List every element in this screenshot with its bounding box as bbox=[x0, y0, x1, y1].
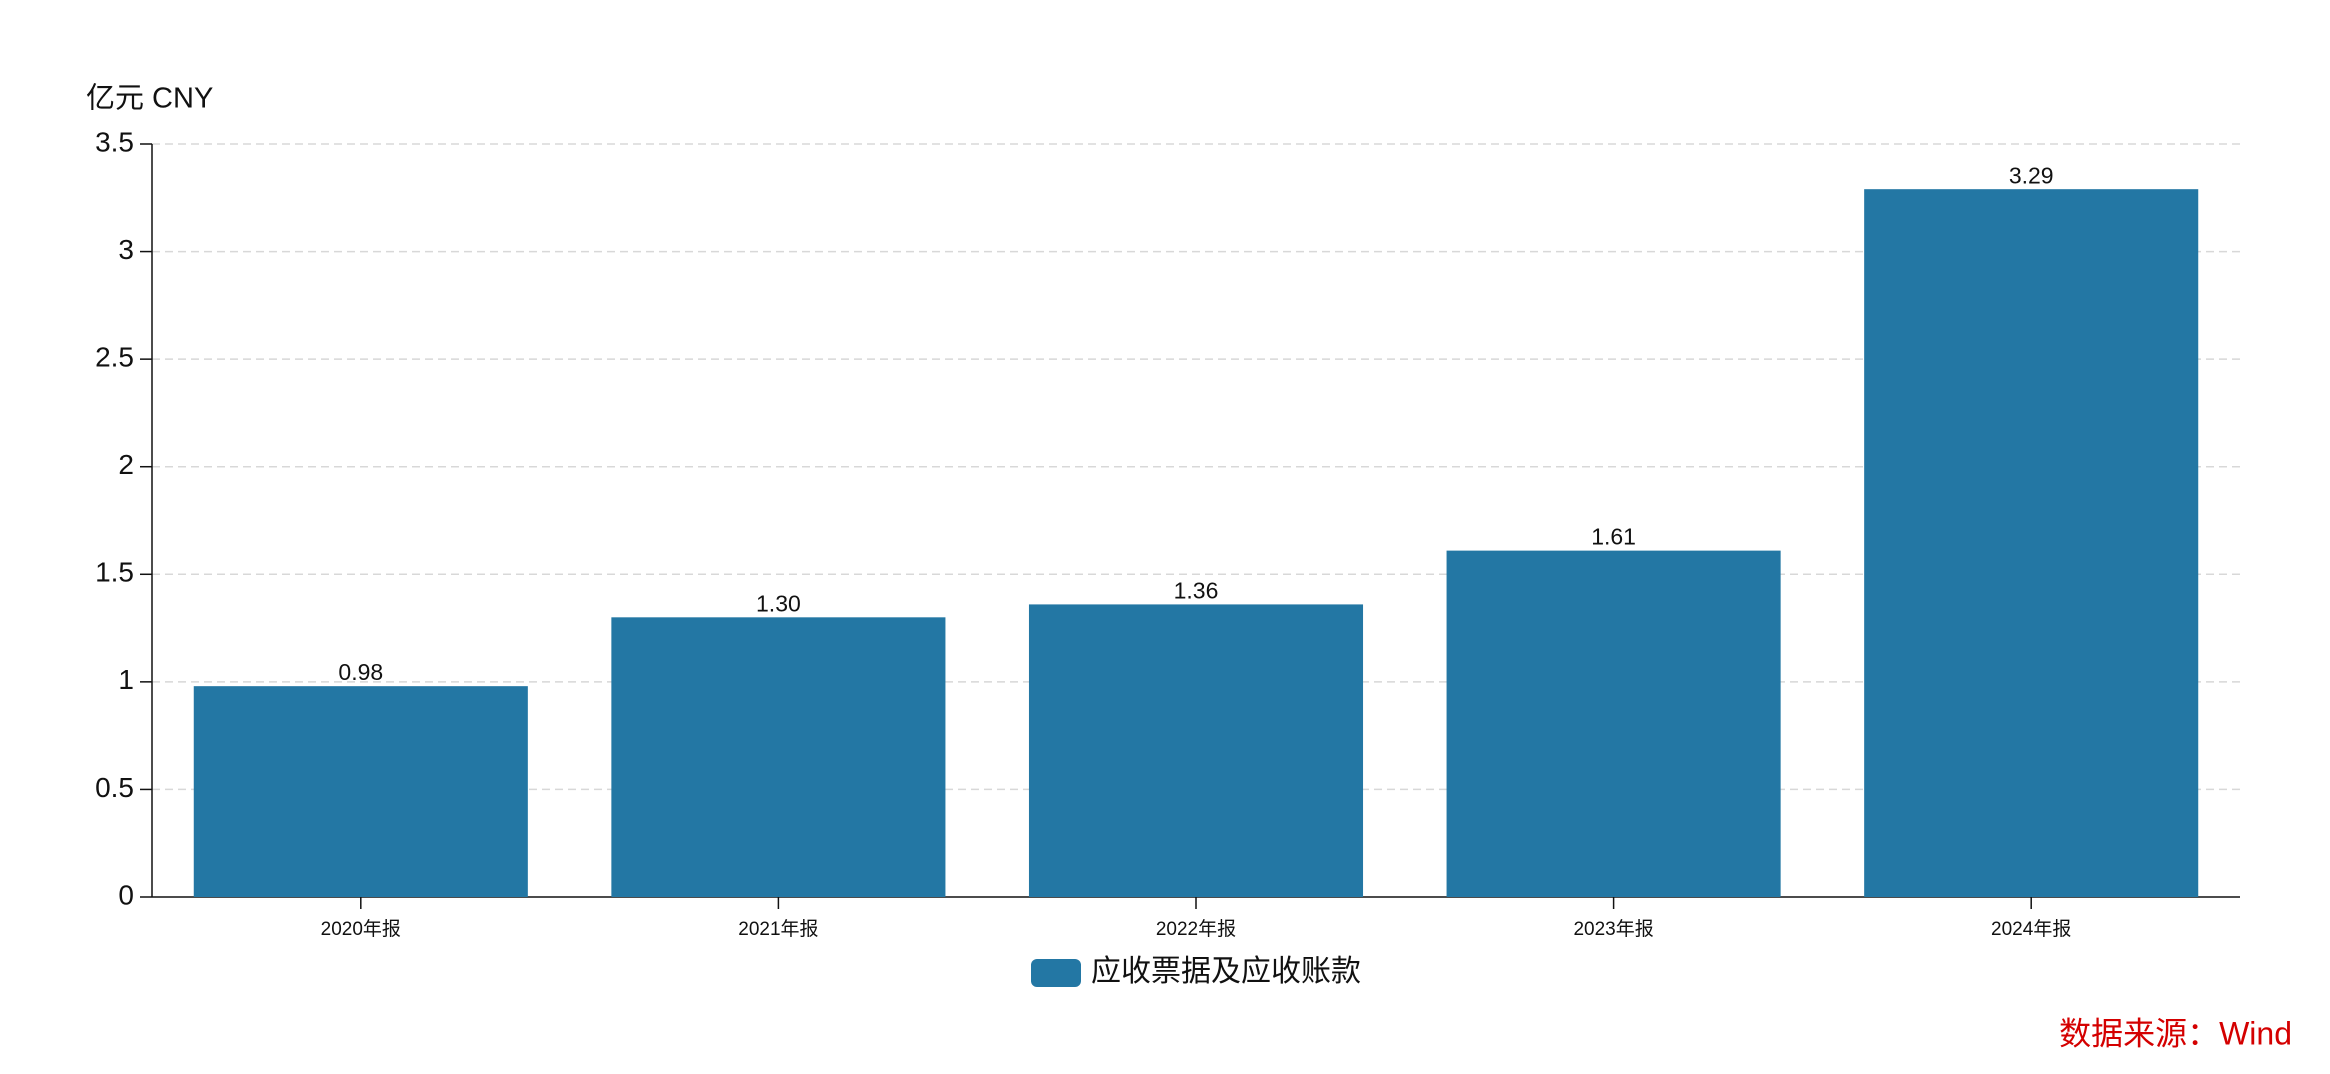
y-tick-label: 2.5 bbox=[95, 342, 134, 373]
bar bbox=[193, 686, 528, 897]
bar bbox=[1446, 550, 1781, 897]
x-tick-label: 2021年报 bbox=[738, 918, 818, 940]
value-label: 0.98 bbox=[338, 659, 383, 685]
y-tick-label: 0 bbox=[118, 879, 134, 910]
legend-label: 应收票据及应收账款 bbox=[1091, 955, 1361, 988]
y-tick-label: 3.5 bbox=[95, 126, 134, 157]
source-note: 数据来源：Wind bbox=[2059, 1015, 2292, 1051]
x-tick-label: 2024年报 bbox=[1991, 918, 2071, 940]
x-tick-label: 2022年报 bbox=[1156, 918, 1236, 940]
value-label: 1.30 bbox=[756, 590, 801, 616]
y-tick-label: 1.5 bbox=[95, 557, 134, 588]
value-label: 1.36 bbox=[1174, 577, 1219, 603]
y-axis-unit: 亿元 CNY bbox=[86, 82, 213, 115]
x-tick-label: 2023年报 bbox=[1573, 918, 1653, 940]
x-tick-label: 2020年报 bbox=[321, 918, 401, 940]
y-tick-label: 2 bbox=[118, 449, 134, 480]
y-tick-label: 0.5 bbox=[95, 772, 134, 803]
y-tick-label: 1 bbox=[118, 664, 134, 695]
bar bbox=[1864, 189, 2199, 897]
legend-swatch bbox=[1031, 959, 1081, 987]
y-tick-label: 3 bbox=[118, 234, 134, 265]
bar bbox=[1028, 604, 1364, 897]
value-label: 3.29 bbox=[2009, 162, 2054, 188]
bar bbox=[611, 617, 946, 897]
value-label: 1.61 bbox=[1591, 524, 1636, 550]
